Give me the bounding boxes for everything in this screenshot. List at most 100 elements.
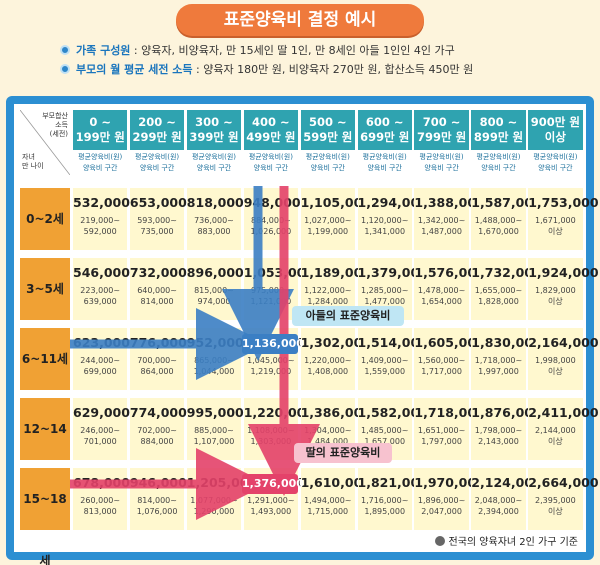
table-cell: 1,718,000 1,651,000~ 1,797,000: [414, 398, 485, 460]
info-income: 부모의 월 평균 세전 소득 : 양육자 180만 원, 비양육자 270만 원…: [60, 61, 473, 78]
table-cell: 995,000 885,000~ 1,107,000: [186, 398, 244, 460]
corner-income-label: 부모합산 소득 (세전): [42, 112, 68, 138]
table-cell: 2,164,000 1,998,000 이상: [528, 328, 599, 390]
table-cell: 532,000 219,000~ 592,000: [73, 188, 130, 250]
table-cell: 623,000 244,000~ 699,000: [73, 328, 130, 390]
average-amount: 1,610,000: [300, 475, 371, 490]
table-cell: 1,388,000 1,342,000~ 1,487,000: [414, 188, 485, 250]
average-amount: 774,000: [129, 405, 187, 420]
amount-range: 2,395,000 이상: [535, 496, 576, 516]
info-box: 가족 구성원 : 양육자, 비양육자, 만 15세인 딸 1인, 만 8세인 아…: [20, 40, 580, 80]
amount-range: 1,488,000~ 1,670,000: [474, 216, 523, 236]
column-header-8: 900만 원 이상 평균양육비(원) 양육비 구간: [528, 110, 583, 175]
average-amount: 532,000: [73, 195, 130, 210]
amount-range: 1,896,000~ 2,047,000: [417, 496, 466, 516]
column-subheader: 평균양육비(원) 양육비 구간: [414, 150, 469, 175]
footnote-text: 전국의 양육자녀 2인 가구 기준: [448, 537, 578, 548]
amount-range: 1,108,000~ 1,303,000: [247, 426, 295, 446]
table-cell: 732,000 640,000~ 814,000: [129, 258, 187, 320]
table-cell: 546,000 223,000~ 639,000: [73, 258, 130, 320]
amount-range: 1,304,000~ 1,484,000: [304, 426, 352, 446]
column-header-1: 200 ~ 299만 원 평균양육비(원) 양육비 구간: [129, 110, 185, 175]
amount-range: 1,998,000 이상: [535, 356, 576, 376]
average-amount: 1,379,000: [357, 265, 428, 280]
amount-range: 219,000~ 592,000: [80, 216, 121, 236]
table-corner: 부모합산 소득 (세전) 자녀 만 나이: [20, 110, 70, 175]
son-highlight-value: 1,136,000: [242, 334, 304, 354]
amount-range: 1,122,000~ 1,284,000: [304, 286, 352, 306]
average-amount: 1,189,000: [300, 265, 371, 280]
average-amount: 1,386,000: [300, 405, 371, 420]
column-range: 500 ~ 599만 원: [300, 110, 355, 150]
amount-range: 1,798,000~ 2,143,000: [474, 426, 523, 446]
footnote: 전국의 양육자녀 2인 가구 기준: [434, 533, 578, 548]
table-cell: 948,000 884,000~ 1,026,000: [243, 188, 301, 250]
amount-range: 1,651,000~ 1,797,000: [417, 426, 466, 446]
amount-range: 865,000~ 1,044,000: [193, 356, 235, 376]
amount-range: 1,716,000~ 1,895,000: [360, 496, 409, 516]
table-cell: 1,105,000 1,027,000~ 1,199,000: [300, 188, 371, 250]
amount-range: 702,000~ 884,000: [137, 426, 177, 446]
table-cell: 776,000 700,000~ 864,000: [129, 328, 187, 390]
info-income-label: 부모의 월 평균 세전 소득: [76, 63, 193, 76]
table-cell: 1,970,000 1,896,000~ 2,047,000: [414, 468, 485, 530]
amount-range: 640,000~ 814,000: [137, 286, 177, 306]
column-subheader: 평균양육비(원) 양육비 구간: [73, 150, 128, 175]
average-amount: 896,000: [186, 265, 244, 280]
average-amount: 776,000: [129, 335, 187, 350]
table-cell: 653,000 593,000~ 735,000: [129, 188, 187, 250]
table-cell: 1,294,000 1,120,000~ 1,341,000: [357, 188, 428, 250]
column-header-6: 700 ~ 799만 원 평균양육비(원) 양육비 구간: [414, 110, 469, 175]
column-range: 300 ~ 399만 원: [186, 110, 242, 150]
average-amount: 1,388,000: [414, 195, 485, 210]
average-amount: 952,000: [186, 335, 244, 350]
average-amount: 1,294,000: [357, 195, 428, 210]
column-range: 600 ~ 699만 원: [357, 110, 412, 150]
amount-range: 1,409,000~ 1,559,000: [360, 356, 409, 376]
table-cell: 1,053,000 975,000~ 1,121,000: [243, 258, 314, 320]
column-subheader: 평균양육비(원) 양육비 구간: [471, 150, 526, 175]
amount-range: 1,342,000~ 1,487,000: [417, 216, 466, 236]
table-cell: 818,000 736,000~ 883,000: [186, 188, 244, 250]
average-amount: 1,587,000: [471, 195, 542, 210]
table-cell: 1,587,000 1,488,000~ 1,670,000: [471, 188, 542, 250]
average-amount: 1,821,000: [357, 475, 428, 490]
info-bullet-icon: [60, 64, 70, 74]
column-header-0: 0 ~ 199만 원 평균양육비(원) 양육비 구간: [73, 110, 128, 175]
table-cell: 2,124,000 2,048,000~ 2,394,000: [471, 468, 542, 530]
amount-range: 1,285,000~ 1,477,000: [360, 286, 409, 306]
amount-range: 1,027,000~ 1,199,000: [304, 216, 352, 236]
amount-range: 1,718,000~ 1,997,000: [474, 356, 523, 376]
column-subheader: 평균양육비(원) 양육비 구간: [300, 150, 355, 175]
amount-range: 884,000~ 1,026,000: [250, 216, 292, 236]
table-cell: 1,821,000 1,716,000~ 1,895,000: [357, 468, 428, 530]
table-cell: 1,576,000 1,478,000~ 1,654,000: [414, 258, 485, 320]
average-amount: 1,576,000: [414, 265, 485, 280]
table-cell: 1,205,000 1,077,000~ 1,290,000: [186, 468, 258, 530]
average-amount: 1,205,000: [186, 475, 258, 490]
table-cell: 1,924,000 1,829,000 이상: [528, 258, 599, 320]
average-amount: 546,000: [73, 265, 130, 280]
corner-age-label: 자녀 만 나이: [22, 153, 44, 170]
average-amount: 946,000: [129, 475, 187, 490]
column-range: 0 ~ 199만 원: [73, 110, 128, 150]
column-subheader: 평균양육비(원) 양육비 구간: [186, 150, 242, 175]
table-cell: 1,753,000 1,671,000 이상: [528, 188, 599, 250]
table-cell: 2,411,000 2,144,000 이상: [528, 398, 599, 460]
average-amount: 653,000: [129, 195, 187, 210]
footnote-icon: [434, 536, 445, 546]
title-area: 표준양육비 결정 예시: [0, 0, 600, 40]
column-subheader: 평균양육비(원) 양육비 구간: [357, 150, 412, 175]
amount-range: 975,000~ 1,121,000: [250, 286, 292, 306]
info-income-text: : 양육자 180만 원, 비양육자 270만 원, 합산소득 450만 원: [192, 63, 474, 76]
amount-range: 223,000~ 639,000: [80, 286, 121, 306]
average-amount: 1,924,000: [528, 265, 599, 280]
average-amount: 2,664,000: [528, 475, 599, 490]
average-amount: 995,000: [186, 405, 244, 420]
average-amount: 1,302,000: [300, 335, 371, 350]
amount-range: 1,478,000~ 1,654,000: [417, 286, 466, 306]
amount-range: 2,048,000~ 2,394,000: [474, 496, 523, 516]
daughter-callout: 딸의 표준양육비: [294, 443, 392, 463]
average-amount: 818,000: [186, 195, 244, 210]
row-header-1: 3~5세: [20, 258, 70, 320]
